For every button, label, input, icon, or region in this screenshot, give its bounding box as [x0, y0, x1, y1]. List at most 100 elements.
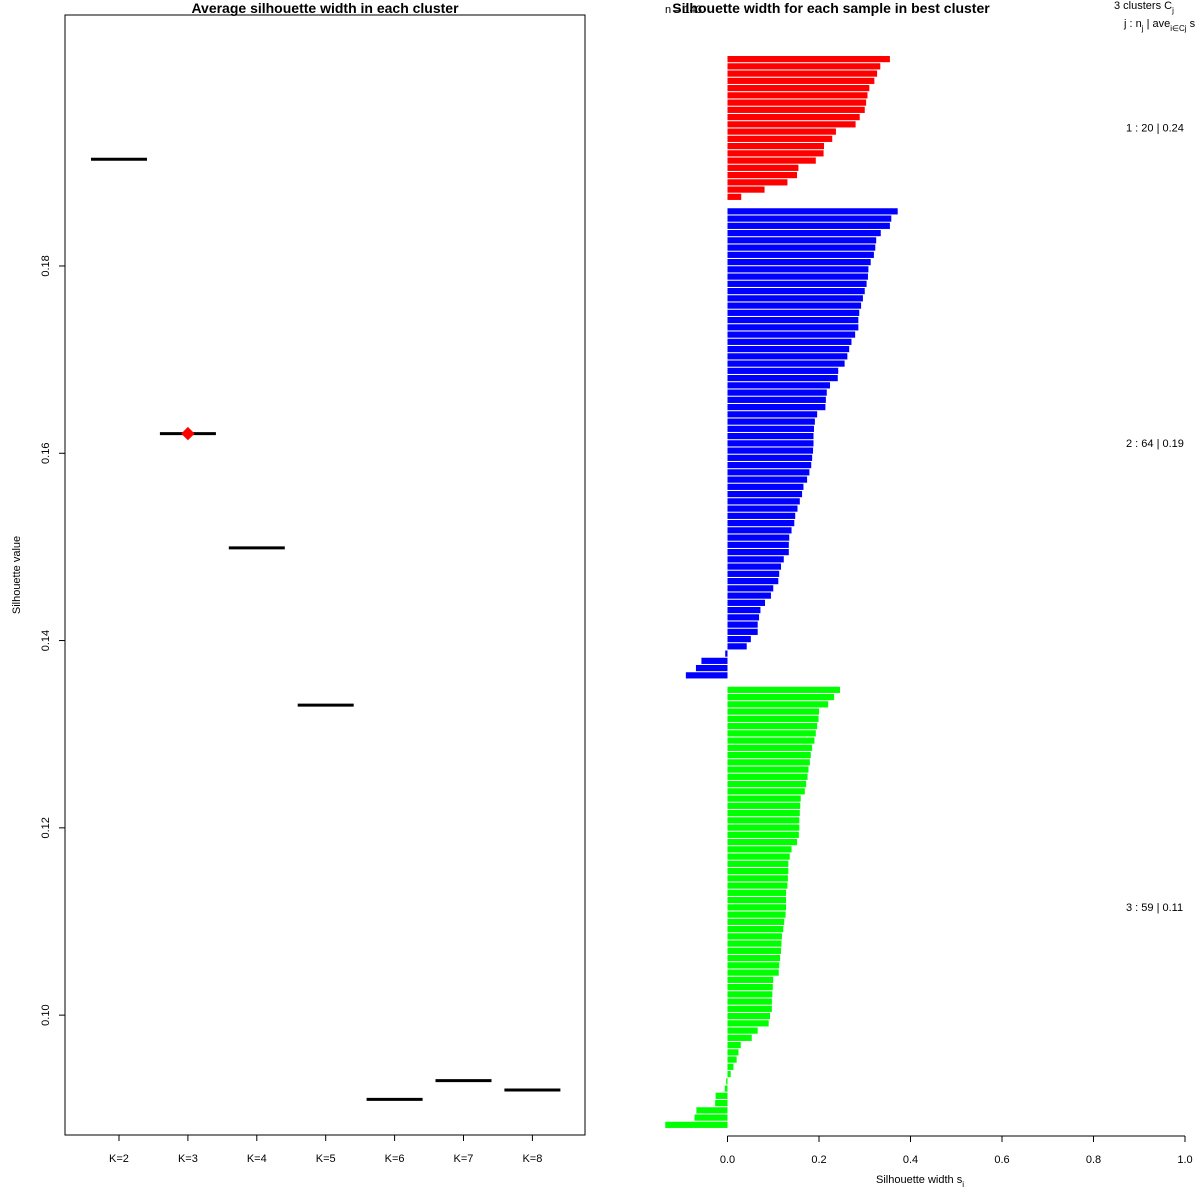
silhouette-bar [727, 817, 800, 824]
silhouette-bar [727, 230, 881, 237]
left-y-tick-label: 0.14 [40, 630, 52, 651]
left-y-tick-label: 0.10 [40, 1004, 52, 1025]
silhouette-bar [727, 512, 796, 519]
silhouette-bar [727, 708, 819, 715]
silhouette-bar [727, 244, 876, 251]
left-best-k-marker [181, 426, 195, 441]
silhouette-bar [727, 628, 758, 635]
silhouette-bar [727, 433, 814, 440]
left-chart-title: Average silhouette width in each cluster [191, 0, 459, 16]
silhouette-bar [727, 643, 747, 650]
legend-header-line1-sub: j [1171, 6, 1174, 15]
silhouette-bar [727, 1049, 739, 1056]
silhouette-bar [727, 744, 813, 751]
left-y-tick-label: 0.18 [40, 255, 52, 276]
cluster-legend-label: 3 : 59 | 0.11 [1126, 902, 1183, 914]
silhouette-bar [727, 918, 785, 925]
silhouette-bar [727, 498, 800, 505]
right-x-axis-label-main: Silhouette width s [876, 1174, 963, 1186]
silhouette-bar [694, 1114, 728, 1121]
silhouette-bar [727, 222, 890, 229]
silhouette-bar [727, 556, 784, 563]
silhouette-bar [727, 273, 868, 280]
legend-header-line2-sub: j [1141, 24, 1144, 33]
silhouette-bar [727, 984, 773, 991]
silhouette-bar [727, 701, 829, 708]
silhouette-bar [727, 56, 890, 63]
silhouette-bar [727, 302, 862, 309]
silhouette-bar [727, 128, 836, 135]
silhouette-bar [727, 251, 874, 258]
silhouette-bar [727, 824, 800, 831]
legend-header-line1-text: 3 clusters C [1114, 0, 1172, 12]
silhouette-bar [727, 447, 814, 454]
silhouette-bar [727, 969, 779, 976]
silhouette-bar [727, 172, 798, 179]
left-x-tick-label: K=5 [316, 1153, 336, 1165]
legend-header-line2-sub2: i∈Cj [1170, 24, 1187, 33]
silhouette-bar [727, 353, 848, 360]
silhouette-bar [727, 773, 808, 780]
silhouette-bar [727, 1020, 769, 1027]
silhouette-bar [727, 396, 826, 403]
silhouette-bar [727, 599, 766, 606]
left-x-tick-label: K=6 [385, 1153, 405, 1165]
silhouette-bar [727, 976, 774, 983]
silhouette-bar [727, 549, 789, 556]
silhouette-bar [727, 737, 815, 744]
right-x-tick-label: 0.0 [720, 1154, 735, 1166]
silhouette-bar [727, 280, 867, 287]
legend-header-line2-end: s [1187, 18, 1196, 30]
silhouette-bar [727, 607, 761, 614]
silhouette-bar [727, 266, 869, 273]
right-chart-title: Silhouette width for each sample in best… [672, 0, 990, 16]
left-y-tick-label: 0.12 [40, 817, 52, 838]
left-chart-marks: 0.10 0.12 0.14 0.16 0.18 K=2 K=3 K=4 K=5 K=6 K=7 K=… [40, 157, 561, 1165]
silhouette-bar [727, 360, 845, 367]
silhouette-bar [727, 940, 782, 947]
silhouette-bar [727, 802, 801, 809]
silhouette-bar [665, 1121, 728, 1128]
silhouette-bar [727, 686, 841, 693]
silhouette-bar [727, 208, 898, 215]
silhouette-bar [727, 483, 804, 490]
silhouette-bar [727, 520, 795, 527]
silhouette-bar [727, 309, 860, 316]
silhouette-bar [727, 375, 838, 382]
silhouette-bar [727, 759, 810, 766]
right-x-axis-label: Silhouette width si [876, 1174, 964, 1189]
left-x-tick-label: K=8 [522, 1153, 542, 1165]
left-y-tick-label: 0.16 [40, 443, 52, 464]
silhouette-bar [727, 92, 868, 99]
silhouette-bar [727, 810, 800, 817]
silhouette-bar [727, 404, 826, 411]
silhouette-bar [727, 411, 818, 418]
silhouette-bar [727, 534, 790, 541]
silhouette-bar [727, 1027, 758, 1034]
silhouette-bar [727, 541, 789, 548]
silhouette-bar [727, 114, 860, 121]
silhouette-bar [727, 338, 852, 345]
silhouette-bar [727, 259, 871, 266]
silhouette-bar [727, 846, 792, 853]
silhouette-bar [727, 425, 814, 432]
silhouette-bar [696, 1107, 728, 1114]
silhouette-bar [727, 469, 810, 476]
right-x-tick-label: 1.0 [1177, 1154, 1192, 1166]
silhouette-bar [727, 164, 799, 171]
silhouette-bar [727, 860, 789, 867]
silhouette-bar [727, 317, 859, 324]
silhouette-bar [727, 723, 818, 730]
silhouette-bar [727, 454, 813, 461]
silhouette-bar [727, 150, 824, 157]
silhouette-bar [727, 440, 814, 447]
silhouette-bar [695, 665, 728, 672]
silhouette-bar [727, 998, 772, 1005]
silhouette-bar [727, 367, 839, 374]
silhouette-bar [727, 766, 809, 773]
legend-header-line2: j : nj | avei∈Cj s [1123, 18, 1196, 33]
left-plot-frame [64, 14, 586, 1136]
silhouette-bar [727, 788, 805, 795]
silhouette-bar [727, 462, 812, 469]
